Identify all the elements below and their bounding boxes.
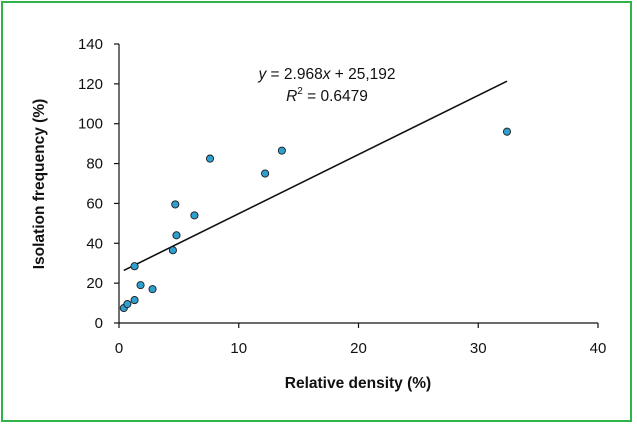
y-tick-label: 0 — [95, 315, 103, 332]
x-tick-label: 40 — [590, 340, 607, 357]
x-tick-label: 0 — [115, 340, 123, 357]
data-point — [148, 285, 157, 294]
y-tick-label: 20 — [86, 275, 103, 292]
x-tick-label: 30 — [470, 340, 487, 357]
data-point — [172, 231, 181, 240]
y-tick-label: 120 — [78, 76, 103, 93]
data-point — [205, 154, 215, 163]
data-point — [168, 246, 177, 255]
data-point — [123, 300, 132, 309]
y-tick-label: 100 — [78, 116, 103, 133]
eq-x: x — [322, 66, 332, 83]
data-point — [190, 211, 199, 220]
chart-frame — [1, 1, 632, 422]
y-ticks: 0 20 40 60 80 100 120 140 — [78, 36, 119, 332]
y-tick-label: 40 — [86, 235, 103, 252]
r2-value: = 0.6479 — [303, 88, 368, 105]
r2-symbol: R — [286, 88, 297, 105]
eq-y: y — [257, 66, 267, 83]
axes — [118, 44, 598, 324]
data-point — [171, 200, 180, 209]
y-axis-title: Isolation frequency (%) — [31, 99, 48, 270]
x-ticks: 0 10 20 30 40 — [115, 323, 607, 357]
r-squared: R2 = 0.6479 — [286, 86, 368, 105]
data-point — [277, 146, 286, 155]
data-point — [130, 262, 139, 271]
x-tick-label: 10 — [230, 340, 247, 357]
regression-equation: y = 2.968x + 25,192 — [257, 66, 395, 83]
data-points — [119, 127, 512, 313]
r2-superscript: 2 — [297, 86, 303, 97]
x-axis-title: Relative density (%) — [285, 375, 431, 392]
data-point — [502, 127, 512, 136]
x-tick-label: 20 — [350, 340, 367, 357]
eq-mid: = 2.968 — [266, 66, 322, 83]
trendline — [123, 80, 508, 272]
y-tick-label: 140 — [78, 36, 103, 53]
data-point — [136, 281, 145, 290]
eq-end: + 25,192 — [330, 66, 395, 83]
data-point — [130, 296, 139, 305]
y-tick-label: 60 — [86, 195, 103, 212]
y-tick-label: 80 — [86, 156, 103, 173]
data-point — [261, 169, 270, 178]
